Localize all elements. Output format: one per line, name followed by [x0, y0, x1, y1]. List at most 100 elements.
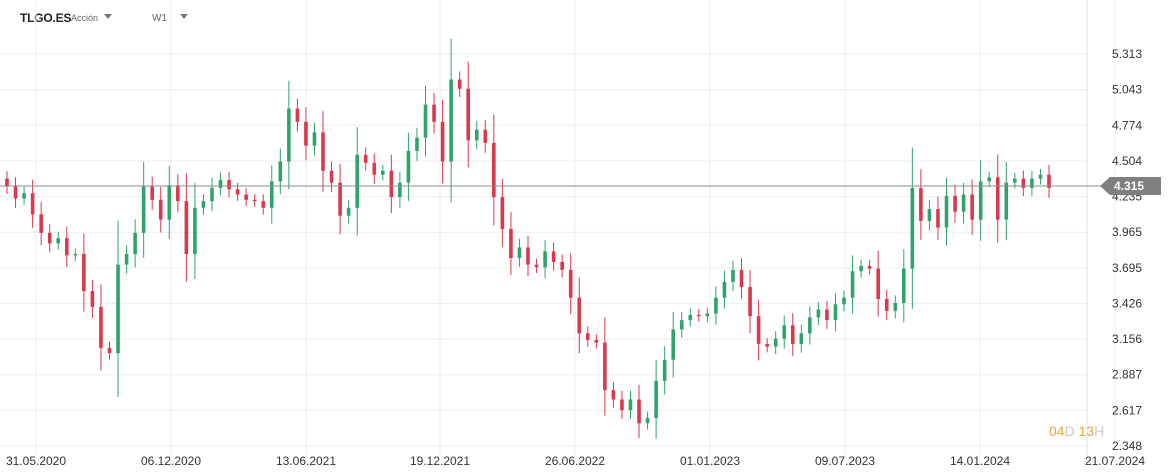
- candle-body: [30, 193, 35, 215]
- candle-body: [594, 339, 599, 343]
- y-tick-label: 3.156: [1112, 332, 1142, 346]
- y-tick-label: 3.426: [1112, 296, 1142, 310]
- candle-body: [611, 390, 616, 400]
- candle-body: [107, 347, 112, 354]
- countdown-hours: 13: [1078, 423, 1095, 439]
- instrument-type-label: Acción: [71, 13, 99, 23]
- candle-body: [176, 185, 180, 202]
- candle-body: [603, 342, 607, 391]
- candle-body: [816, 309, 821, 318]
- candle-body: [688, 314, 693, 321]
- candle-body: [338, 182, 342, 216]
- y-tick-label: 5.043: [1112, 83, 1142, 97]
- candle-body: [124, 254, 129, 265]
- candle-body: [235, 189, 240, 195]
- candle-body: [654, 380, 658, 418]
- candle-body: [978, 181, 983, 220]
- candle-body: [842, 297, 846, 305]
- candle-body: [944, 195, 949, 228]
- candle-body: [483, 129, 488, 143]
- candle-body: [133, 232, 137, 255]
- candle-body: [1021, 178, 1026, 188]
- y-tick-label: 2.887: [1112, 368, 1142, 382]
- x-tick-label: 26.06.2022: [545, 454, 605, 468]
- candle-body: [278, 161, 283, 182]
- candle-body: [321, 132, 325, 171]
- candle-body: [782, 325, 787, 339]
- candle-body: [628, 399, 633, 411]
- candle-body: [756, 316, 761, 344]
- timeframe-selector[interactable]: W1: [152, 13, 167, 24]
- candle-body: [765, 343, 769, 347]
- candle-body: [893, 302, 898, 311]
- symbol-label[interactable]: TLGO.ES: [20, 11, 72, 25]
- candle-body: [304, 121, 308, 146]
- candle-body: [808, 317, 812, 334]
- candle-body: [790, 325, 795, 344]
- candle-body: [269, 181, 274, 208]
- candle-body: [39, 214, 43, 233]
- candle-body: [423, 104, 428, 138]
- candle-body: [355, 154, 359, 208]
- candle-body: [859, 265, 863, 272]
- y-tick-label: 3.695: [1112, 261, 1142, 275]
- candle-body: [722, 281, 727, 298]
- candles: [5, 38, 1051, 439]
- candle-body: [833, 304, 838, 321]
- chevron-down-icon[interactable]: [104, 14, 112, 19]
- candle-body: [449, 79, 453, 162]
- chart-grid: [0, 0, 1116, 455]
- candle-body: [1004, 182, 1009, 220]
- chevron-down-icon[interactable]: [180, 14, 188, 19]
- last-price-badge-shape: [1100, 176, 1161, 195]
- candle-body: [210, 187, 214, 202]
- candle-body: [184, 201, 189, 255]
- candle-body: [73, 254, 78, 256]
- candle-body: [995, 177, 1000, 220]
- candle-body: [799, 333, 804, 344]
- candle-body: [927, 209, 932, 221]
- candle-body: [970, 194, 974, 220]
- candle-body: [261, 201, 266, 208]
- candle-body: [850, 271, 855, 298]
- candle-body: [825, 309, 829, 321]
- candle-body: [346, 207, 351, 216]
- candle-body: [82, 254, 86, 292]
- x-axis: 31.05.2020 06.12.2020 13.06.2021 19.12.2021…: [6, 454, 1145, 468]
- candle-body: [381, 170, 385, 175]
- candle-body: [645, 417, 650, 424]
- chart-toolbar: TLGO.ES Acción W1: [0, 0, 1087, 34]
- candle-body: [295, 108, 300, 122]
- x-tick-label: 13.06.2021: [276, 454, 336, 468]
- candle-body: [5, 178, 9, 187]
- candle-body: [517, 247, 522, 258]
- y-tick-label: 2.617: [1112, 403, 1142, 417]
- y-tick-label: 3.965: [1112, 225, 1142, 239]
- candle-body: [509, 228, 513, 258]
- candle-body: [64, 238, 69, 256]
- x-tick-label: 31.05.2020: [6, 454, 66, 468]
- candle-body: [919, 187, 923, 221]
- candle-body: [876, 268, 880, 299]
- candle-body: [671, 329, 675, 360]
- candle-body: [363, 154, 368, 163]
- candle-body: [679, 320, 684, 330]
- candle-body: [748, 287, 752, 317]
- candle-body: [551, 251, 556, 262]
- candle-body: [201, 201, 206, 208]
- candle-body: [193, 207, 197, 255]
- y-tick-label: 4.774: [1112, 118, 1142, 132]
- candle-body: [227, 179, 231, 190]
- candle-body: [543, 251, 547, 268]
- candle-body: [141, 186, 146, 233]
- last-price-value: 4.315: [1114, 179, 1144, 193]
- candle-body: [415, 137, 419, 151]
- candle-body: [534, 264, 539, 268]
- countdown-days-unit: D: [1064, 423, 1075, 439]
- candle-body: [47, 232, 52, 244]
- candle-body: [432, 104, 436, 122]
- x-tick-label: 21.07.2024: [1085, 454, 1145, 468]
- countdown-hours-unit: H: [1094, 423, 1105, 439]
- candle-body: [936, 209, 940, 228]
